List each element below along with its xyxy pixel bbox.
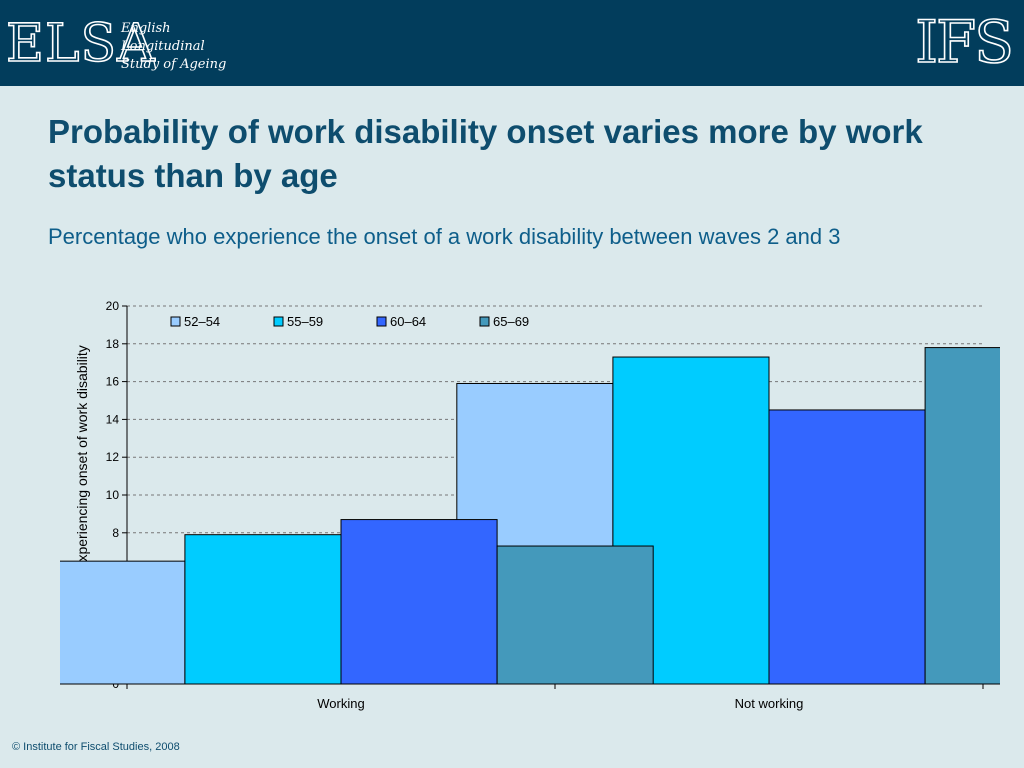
elsa-line-study: Study of Ageing xyxy=(121,57,227,72)
legend-swatch xyxy=(273,316,284,327)
bar xyxy=(924,347,1000,685)
copyright-footer: © Institute for Fiscal Studies, 2008 xyxy=(12,741,180,753)
elsa-line-english: English xyxy=(121,21,171,36)
bar xyxy=(768,409,926,685)
elsa-line-longitudinal: Longitudinal xyxy=(121,39,205,54)
x-tick-label: Working xyxy=(317,696,364,711)
bar xyxy=(184,534,342,685)
elsa-logo: ELSA xyxy=(5,14,156,74)
bar xyxy=(340,519,498,685)
x-tick-label: Not working xyxy=(735,696,804,711)
y-tick-label: 16 xyxy=(106,375,120,389)
legend-swatch xyxy=(376,316,387,327)
slide-subtitle: Percentage who experience the onset of a… xyxy=(48,224,841,249)
y-tick-label: 10 xyxy=(106,488,120,502)
legend-label: 52–54 xyxy=(184,314,220,329)
header-bar: ELSA English Longitudinal Study of Agein… xyxy=(0,0,1024,86)
legend-swatch xyxy=(479,316,490,327)
y-tick-label: 18 xyxy=(106,337,120,351)
y-tick-label: 12 xyxy=(106,450,120,464)
legend-label: 65–69 xyxy=(493,314,529,329)
legend-swatch xyxy=(170,316,181,327)
bar xyxy=(60,560,186,685)
elsa-logo-text: English Longitudinal Study of Ageing xyxy=(121,20,226,74)
legend-label: 55–59 xyxy=(287,314,323,329)
y-tick-label: 14 xyxy=(106,412,120,426)
y-tick-label: 20 xyxy=(106,299,120,313)
y-tick-label: 8 xyxy=(112,526,119,540)
legend-label: 60–64 xyxy=(390,314,426,329)
bar xyxy=(496,545,654,685)
slide-title: Probability of work disability onset var… xyxy=(48,113,923,194)
bar-chart: 02468101214161820Percentage experiencing… xyxy=(60,299,1000,711)
ifs-logo: IFS xyxy=(914,8,1014,76)
